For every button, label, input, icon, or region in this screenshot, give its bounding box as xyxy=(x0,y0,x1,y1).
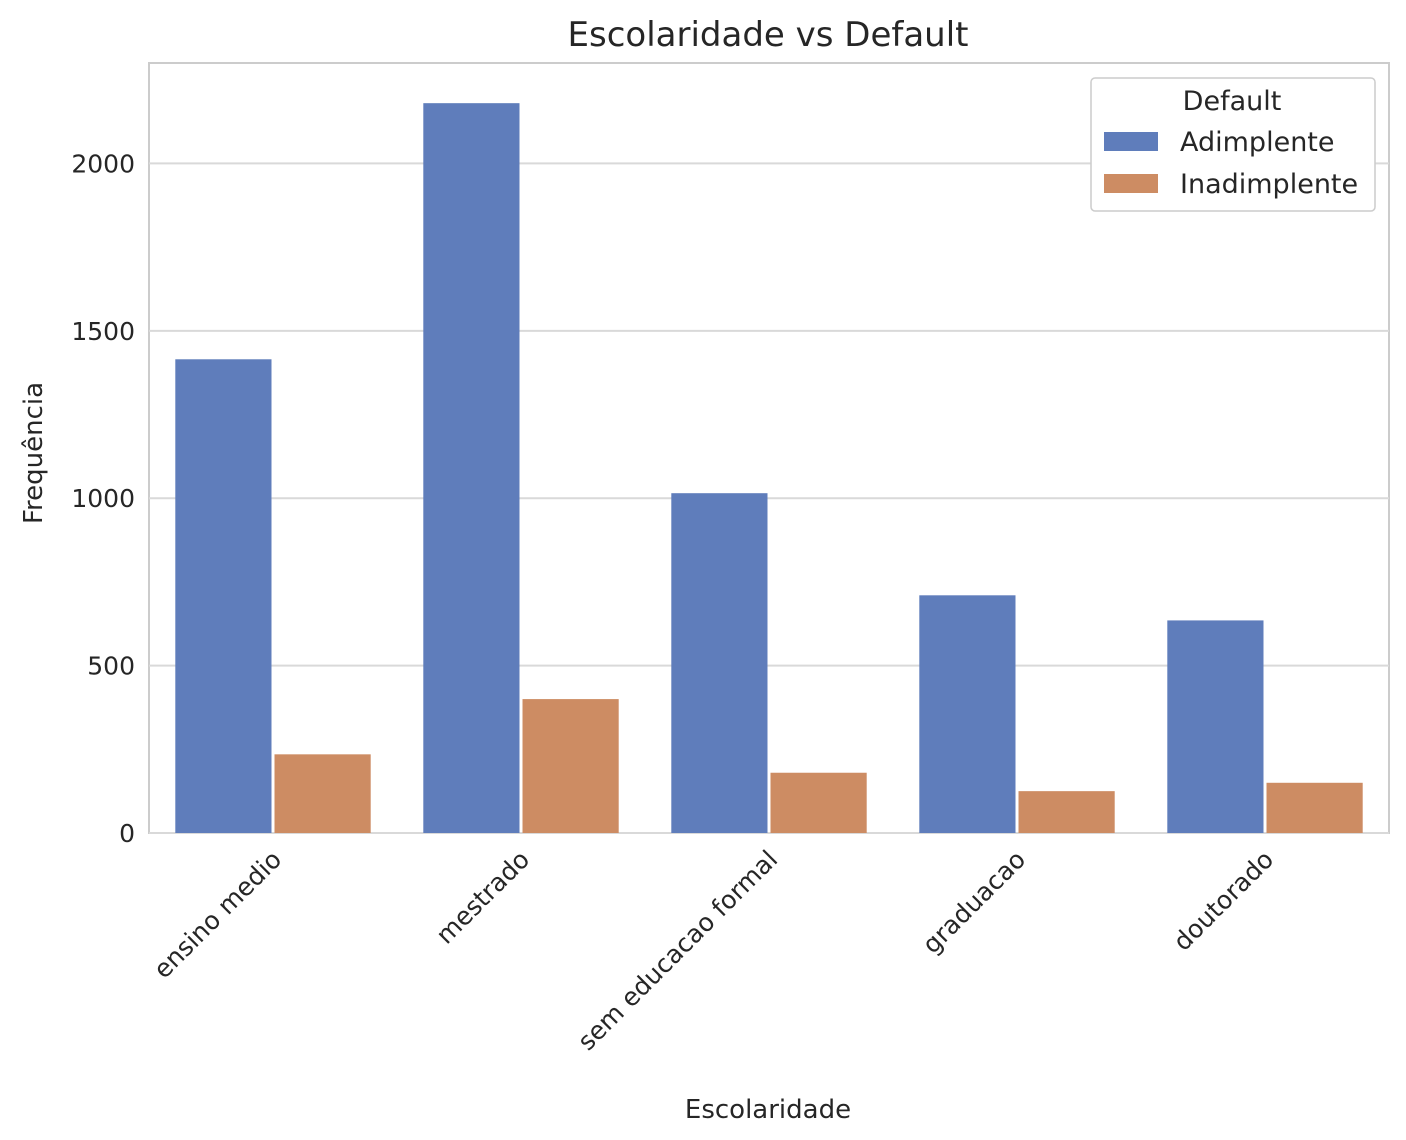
y-axis-label: Frequência xyxy=(19,382,49,524)
legend-title: Default xyxy=(1183,86,1282,117)
bars xyxy=(175,103,1363,834)
bar-inadimplente-graduacao xyxy=(1018,791,1115,833)
y-tick-label: 1500 xyxy=(71,317,135,346)
bar-adimplente-mestrado xyxy=(423,103,520,834)
bar-inadimplente-ensino-medio xyxy=(274,754,371,833)
legend-items: Adimplente Inadimplente xyxy=(1104,127,1358,200)
bar-inadimplente-doutorado xyxy=(1266,782,1363,833)
y-tick-label: 1000 xyxy=(71,484,135,513)
legend: Default Adimplente Inadimplente xyxy=(1090,77,1376,212)
legend-swatch-adimplente xyxy=(1104,132,1158,151)
x-tick-label: sem educacao formal xyxy=(572,845,783,1056)
y-tick-label: 0 xyxy=(119,819,135,848)
bar-adimplente-ensino-medio xyxy=(175,359,272,833)
bar-inadimplente-sem-educacao-formal xyxy=(770,772,867,833)
x-tick-label: ensino medio xyxy=(148,845,287,984)
x-axis-label: Escolaridade xyxy=(685,1095,851,1125)
bar-inadimplente-mestrado xyxy=(522,699,619,833)
x-tick-label: graduacao xyxy=(917,845,1031,959)
legend-swatch-inadimplente xyxy=(1104,174,1158,193)
x-axis-ticks: ensino medio mestrado sem educacao formal g… xyxy=(148,845,1279,1056)
x-tick-label: mestrado xyxy=(430,845,535,950)
y-tick-label: 2000 xyxy=(71,149,135,178)
legend-label-adimplente: Adimplente xyxy=(1180,127,1335,158)
bar-adimplente-sem-educacao-formal xyxy=(671,493,768,833)
legend-label-inadimplente: Inadimplente xyxy=(1180,169,1358,200)
bar-adimplente-doutorado xyxy=(1167,620,1264,833)
bar-adimplente-graduacao xyxy=(919,595,1016,833)
legend-box xyxy=(1090,77,1376,212)
chart-title: Escolaridade vs Default xyxy=(568,15,969,55)
x-tick-label: doutorado xyxy=(1168,845,1280,957)
y-axis-ticks: 0 500 1000 1500 2000 xyxy=(71,149,135,848)
y-tick-label: 500 xyxy=(87,652,135,681)
